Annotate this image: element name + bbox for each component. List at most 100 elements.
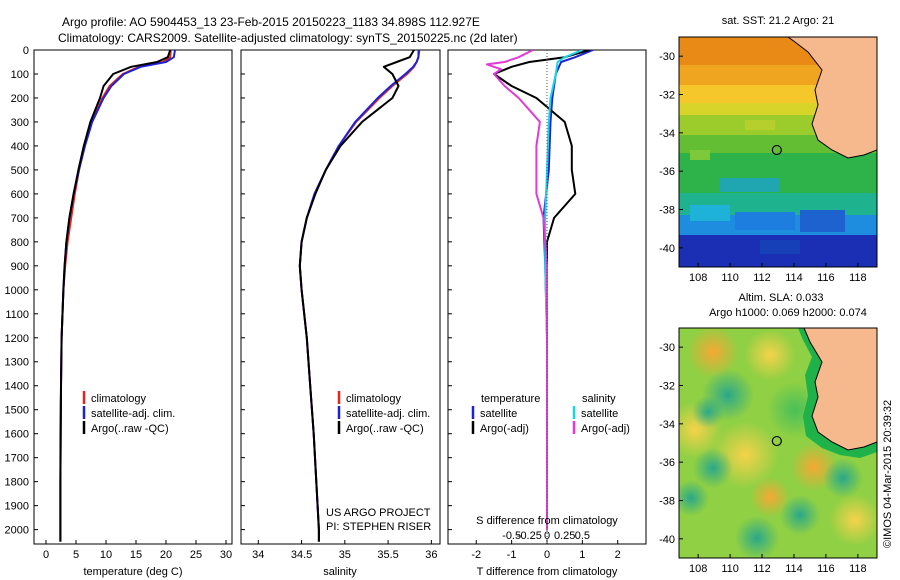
series-line-argo-raw-qc- [59, 50, 172, 542]
legend-label-climatology: climatology [346, 393, 402, 405]
depth-tick-label: 800 [11, 237, 29, 249]
map-y-tick-label: -40 [659, 534, 675, 546]
project-annotation: US ARGO PROJECT [326, 507, 431, 519]
x-tick-label: 0 [544, 549, 550, 561]
map-y-tick-label: -32 [659, 90, 675, 102]
depth-tick-label: 500 [11, 165, 29, 177]
map-y-tick-label: -38 [659, 496, 675, 508]
depth-tick-label: 300 [11, 117, 29, 129]
map-x-tick-label: 112 [753, 272, 771, 284]
map-y-tick-label: -36 [659, 166, 675, 178]
s-diff-tick-label: 0.5 [575, 530, 590, 542]
depth-tick-label: 1700 [5, 453, 29, 465]
x-tick-label: -1 [507, 549, 517, 561]
depth-axis: 0 100 200 300 400 500 600 700 800 900 1000 1100 1200… [5, 45, 452, 537]
depth-tick-label: 400 [11, 141, 29, 153]
salinity-legend: climatology satellite-adj. clim. Argo(..… [326, 391, 431, 533]
depth-tick-label: 600 [11, 189, 29, 201]
s-diff-tick-label: -0.5 [502, 530, 521, 542]
depth-tick-label: 1500 [5, 405, 29, 417]
depth-tick-label: 900 [11, 261, 29, 273]
temperature-axis-label: temperature (deg C) [83, 566, 182, 578]
x-tick-label: 20 [160, 549, 172, 561]
x-tick-label: 35.5 [377, 549, 398, 561]
legend-label-climatology: climatology [91, 393, 147, 405]
series-line-temperature-argo-adj- [493, 50, 590, 530]
sla-map-subtitle: Argo h1000: 0.069 h2000: 0.074 [709, 307, 867, 319]
x-tick-label: -2 [471, 549, 481, 561]
map-y-tick-label: -36 [659, 457, 675, 469]
legend-label-sal-argo: Argo(-adj) [581, 423, 630, 435]
legend-title-salinity: salinity [582, 393, 616, 405]
sst-map-frame [678, 36, 878, 268]
salinity-axis-label: salinity [323, 566, 357, 578]
depth-tick-label: 1800 [5, 477, 29, 489]
x-tick-label: 25 [190, 549, 202, 561]
sla-map-field [679, 328, 877, 558]
legend-label-argo: Argo(..raw -QC) [91, 423, 169, 435]
imos-credit: ©IMOS 04-Mar-2015 20:39:32 [882, 400, 894, 548]
depth-tick-label: 1000 [5, 285, 29, 297]
map-x-tick-label: 118 [849, 272, 867, 284]
map-x-tick-label: 110 [721, 272, 739, 284]
depth-tick-label: 1100 [5, 309, 29, 321]
x-tick-label: 10 [100, 549, 112, 561]
x-tick-label: 30 [220, 549, 232, 561]
series-line-temperature-satellite [542, 50, 594, 530]
depth-tick-label: 1900 [5, 501, 29, 513]
series-line-salinity-argo-adj- [485, 50, 548, 530]
depth-tick-label: 100 [11, 69, 29, 81]
sla-map-frame [678, 327, 878, 559]
depth-tick-label: 0 [23, 45, 29, 57]
series-line-satellite-adj-clim- [59, 50, 176, 542]
map-y-tick-label: -30 [659, 51, 675, 63]
sst-map-field [679, 37, 877, 267]
depth-tick-label: 1300 [5, 357, 29, 369]
salinity-plot-frame [240, 49, 441, 545]
argo-location-marker [771, 144, 782, 156]
header-title-line1: Argo profile: AO 5904453_13 23-Feb-2015 … [62, 15, 480, 29]
map-y-tick-label: -30 [659, 342, 675, 354]
depth-tick-label: 1200 [5, 333, 29, 345]
header-title-line2: Climatology: CARS2009. Satellite-adjuste… [58, 31, 518, 45]
t-difference-axis-label: T difference from climatology [477, 566, 618, 578]
depth-tick-label: 2000 [5, 525, 29, 537]
legend-label-satellite: satellite-adj. clim. [346, 408, 430, 420]
map-x-tick-label: 116 [817, 272, 835, 284]
legend-label-temp-satellite: satellite [480, 408, 517, 420]
legend-title-temperature: temperature [481, 393, 540, 405]
x-tick-label: 15 [130, 549, 142, 561]
x-tick-label: 34.5 [291, 549, 312, 561]
legend-label-satellite: satellite-adj. clim. [91, 408, 175, 420]
temperature-legend: climatology satellite-adj. clim. Argo(..… [82, 391, 175, 435]
sst-map-axes: 108 110 112 114 116 118 -30 -32 -34 -36 -38 -40 [659, 51, 867, 284]
depth-tick-label: 1400 [5, 381, 29, 393]
temperature-x-axis: 0 5 10 15 20 25 30 [43, 540, 232, 561]
legend-label-temp-argo: Argo(-adj) [480, 423, 529, 435]
difference-series [485, 50, 594, 544]
depth-tick-label: 200 [11, 93, 29, 105]
map-x-tick-label: 112 [753, 563, 771, 575]
x-tick-label: 5 [73, 549, 79, 561]
temperature-series [59, 50, 176, 542]
x-tick-label: 36 [425, 549, 437, 561]
sst-map-title: sat. SST: 21.2 Argo: 21 [722, 15, 835, 27]
salinity-series [298, 50, 421, 542]
map-x-tick-label: 108 [689, 272, 707, 284]
s-difference-axis-label: S difference from climatology [476, 515, 618, 527]
x-tick-label: 0 [43, 549, 49, 561]
x-tick-label: 35 [339, 549, 351, 561]
sla-map-title: Altim. SLA: 0.033 [739, 292, 824, 304]
s-diff-tick-label: -0.25 [517, 530, 542, 542]
series-line-argo-raw-qc- [298, 50, 415, 542]
map-x-tick-label: 118 [849, 563, 867, 575]
x-tick-label: 34 [252, 549, 264, 561]
legend-label-argo: Argo(..raw -QC) [346, 423, 424, 435]
salinity-x-axis: 34 34.5 35 35.5 36 [252, 540, 437, 561]
map-x-tick-label: 114 [785, 272, 803, 284]
pi-annotation: PI: STEPHEN RISER [326, 521, 431, 533]
legend-label-sal-satellite: satellite [581, 408, 618, 420]
map-y-tick-label: -34 [659, 419, 675, 431]
